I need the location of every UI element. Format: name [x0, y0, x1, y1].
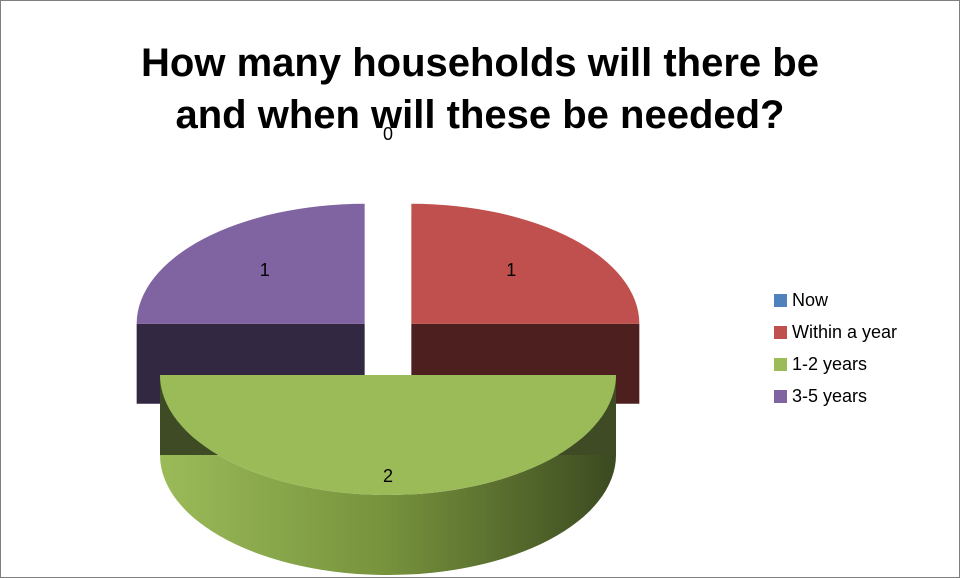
legend-item-within-a-year: Within a year	[774, 316, 960, 348]
chart-title: How many households will there be and wh…	[1, 37, 959, 141]
chart-title-line-1: How many households will there be	[141, 41, 819, 85]
legend-item-1-2-years: 1-2 years	[774, 348, 960, 380]
data-label-now: 0	[383, 124, 393, 144]
pie-slice-1-2-years	[160, 375, 616, 495]
data-label-1-2-years: 2	[383, 466, 393, 486]
legend-item-now: Now	[774, 284, 960, 316]
data-label-3-5-years: 1	[260, 260, 270, 280]
pie-slice-within-a-year	[411, 203, 640, 324]
legend-label-1-2-years: 1-2 years	[792, 354, 868, 374]
pie-slice-3-5-years	[136, 203, 365, 324]
pie-top-faces	[136, 203, 640, 495]
data-label-within-a-year: 1	[506, 260, 516, 280]
legend: Now Within a year 1-2 years 3-5 years	[774, 284, 960, 412]
legend-label-within-a-year: Within a year	[792, 322, 898, 342]
legend-item-3-5-years: 3-5 years	[774, 380, 960, 412]
legend-swatch-3-5-years	[774, 389, 787, 403]
pie-side-1-2-years	[160, 375, 616, 575]
pie-data-labels: 0 1 2 1	[260, 124, 517, 486]
legend-swatch-1-2-years	[774, 357, 787, 371]
legend-label-now: Now	[792, 290, 829, 310]
legend-label-3-5-years: 3-5 years	[792, 386, 868, 406]
chart-title-line-2: and when will these be needed?	[175, 93, 785, 137]
legend-swatch-within-a-year	[774, 325, 787, 339]
legend-swatch-now	[774, 293, 787, 307]
